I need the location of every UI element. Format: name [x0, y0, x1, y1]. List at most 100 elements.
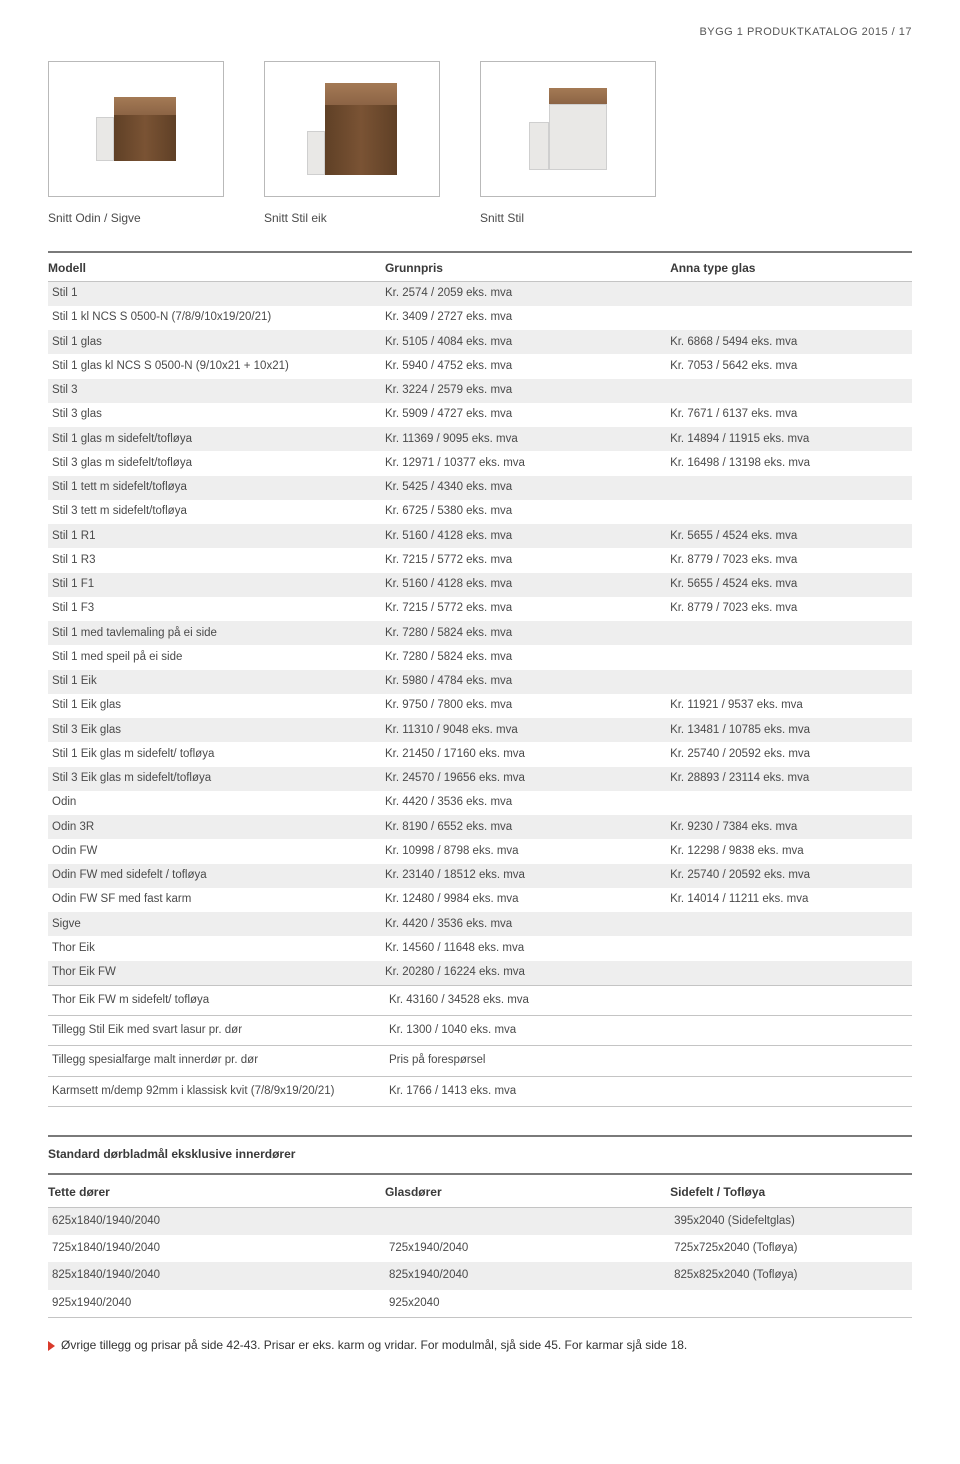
- cell-price: Kr. 2574 / 2059 eks. mva: [385, 281, 670, 306]
- th-model: Modell: [48, 252, 385, 282]
- cell-price: Kr. 5940 / 4752 eks. mva: [385, 354, 670, 378]
- table-row: Stil 1 F3Kr. 7215 / 5772 eks. mvaKr. 877…: [48, 597, 912, 621]
- cell-price: Kr. 23140 / 18512 eks. mva: [385, 864, 670, 888]
- std-th-b: Glasdører: [385, 1174, 670, 1208]
- cell-price: Kr. 1300 / 1040 eks. mva: [385, 1016, 670, 1046]
- cell-model: Tillegg spesialfarge malt innerdør pr. d…: [48, 1046, 385, 1076]
- cell-price: Kr. 20280 / 16224 eks. mva: [385, 961, 670, 986]
- cell-model: Stil 1 glas: [48, 330, 385, 354]
- cell-glas: Kr. 8779 / 7023 eks. mva: [670, 548, 912, 572]
- table-row: Stil 3 tett m sidefelt/tofløyaKr. 6725 /…: [48, 500, 912, 524]
- cell-price: Kr. 5980 / 4784 eks. mva: [385, 670, 670, 694]
- cell-glas: Kr. 25740 / 20592 eks. mva: [670, 864, 912, 888]
- standard-table: Standard dørbladmål eksklusive innerdøre…: [48, 1135, 912, 1318]
- cell-glas: Kr. 6868 / 5494 eks. mva: [670, 330, 912, 354]
- table-row: Stil 1 glas m sidefelt/tofløyaKr. 11369 …: [48, 427, 912, 451]
- cell-model: Stil 1 Eik: [48, 670, 385, 694]
- cell-model: Odin FW SF med fast karm: [48, 888, 385, 912]
- cell-c: 725x725x2040 (Tofløya): [670, 1235, 912, 1262]
- cell-glas: Kr. 11921 / 9537 eks. mva: [670, 694, 912, 718]
- cell-price: Kr. 9750 / 7800 eks. mva: [385, 694, 670, 718]
- cell-price: Kr. 5909 / 4727 eks. mva: [385, 403, 670, 427]
- cell-b: 725x1940/2040: [385, 1235, 670, 1262]
- table-row: 725x1840/1940/2040725x1940/2040725x725x2…: [48, 1235, 912, 1262]
- cell-glas: Kr. 28893 / 23114 eks. mva: [670, 767, 912, 791]
- cell-glas: Kr. 7053 / 5642 eks. mva: [670, 354, 912, 378]
- cell-price: Kr. 11369 / 9095 eks. mva: [385, 427, 670, 451]
- cell-glas: Kr. 8779 / 7023 eks. mva: [670, 597, 912, 621]
- cell-glas: [670, 500, 912, 524]
- table-row: Stil 1 glasKr. 5105 / 4084 eks. mvaKr. 6…: [48, 330, 912, 354]
- cell-model: Stil 1 R3: [48, 548, 385, 572]
- cell-glas: [670, 645, 912, 669]
- profile-stil-eik: [264, 61, 440, 197]
- profile-odin-sigve: [48, 61, 224, 197]
- cell-price: Kr. 21450 / 17160 eks. mva: [385, 742, 670, 766]
- profile-stil: [480, 61, 656, 197]
- cell-model: Odin FW: [48, 839, 385, 863]
- table-row: Stil 1 EikKr. 5980 / 4784 eks. mva: [48, 670, 912, 694]
- table-row: Tillegg Stil Eik med svart lasur pr. dør…: [48, 1016, 912, 1046]
- caption-odin-sigve: Snitt Odin / Sigve: [48, 209, 224, 227]
- table-row: SigveKr. 4420 / 3536 eks. mva: [48, 912, 912, 936]
- cell-model: Karmsett m/demp 92mm i klassisk kvit (7/…: [48, 1076, 385, 1106]
- cell-glas: [670, 985, 912, 1015]
- th-glas: Anna type glas: [670, 252, 912, 282]
- table-row: Stil 1 R1Kr. 5160 / 4128 eks. mvaKr. 565…: [48, 524, 912, 548]
- cell-model: Stil 1 R1: [48, 524, 385, 548]
- cell-glas: Kr. 14894 / 11915 eks. mva: [670, 427, 912, 451]
- table-row: Stil 1 med tavlemaling på ei sideKr. 728…: [48, 621, 912, 645]
- cell-a: 825x1840/1940/2040: [48, 1262, 385, 1289]
- table-row: Stil 1 glas kl NCS S 0500-N (9/10x21 + 1…: [48, 354, 912, 378]
- cell-price: Kr. 12480 / 9984 eks. mva: [385, 888, 670, 912]
- cell-glas: Kr. 9230 / 7384 eks. mva: [670, 815, 912, 839]
- cell-model: Sigve: [48, 912, 385, 936]
- table-row: Thor EikKr. 14560 / 11648 eks. mva: [48, 936, 912, 960]
- cell-a: 925x1940/2040: [48, 1290, 385, 1318]
- cell-b: 825x1940/2040: [385, 1262, 670, 1289]
- cell-glas: Kr. 13481 / 10785 eks. mva: [670, 718, 912, 742]
- cell-c: [670, 1290, 912, 1318]
- th-price: Grunnpris: [385, 252, 670, 282]
- cell-model: Odin: [48, 791, 385, 815]
- cell-model: Stil 1 glas m sidefelt/tofløya: [48, 427, 385, 451]
- std-th-a: Tette dører: [48, 1174, 385, 1208]
- cell-price: Kr. 3409 / 2727 eks. mva: [385, 306, 670, 330]
- table-row: Stil 1 kl NCS S 0500-N (7/8/9/10x19/20/2…: [48, 306, 912, 330]
- cell-price: Kr. 5160 / 4128 eks. mva: [385, 524, 670, 548]
- cell-price: Kr. 5160 / 4128 eks. mva: [385, 573, 670, 597]
- page-header: BYGG 1 PRODUKTKATALOG 2015 / 17: [48, 24, 912, 41]
- cell-a: 625x1840/1940/2040: [48, 1207, 385, 1235]
- cell-price: Kr. 11310 / 9048 eks. mva: [385, 718, 670, 742]
- cell-b: 925x2040: [385, 1290, 670, 1318]
- cell-price: Kr. 43160 / 34528 eks. mva: [385, 985, 670, 1015]
- cell-glas: Kr. 16498 / 13198 eks. mva: [670, 451, 912, 475]
- cell-model: Stil 1 Eik glas: [48, 694, 385, 718]
- table-row: 625x1840/1940/2040 395x2040 (Sidefeltglas…: [48, 1207, 912, 1235]
- cell-model: Stil 1 tett m sidefelt/tofløya: [48, 476, 385, 500]
- cell-model: Odin FW med sidefelt / tofløya: [48, 864, 385, 888]
- cell-price: Kr. 10998 / 8798 eks. mva: [385, 839, 670, 863]
- table-row: OdinKr. 4420 / 3536 eks. mva: [48, 791, 912, 815]
- table-row: Thor Eik FWKr. 20280 / 16224 eks. mva: [48, 961, 912, 986]
- cell-price: Kr. 1766 / 1413 eks. mva: [385, 1076, 670, 1106]
- table-row: Stil 1 R3Kr. 7215 / 5772 eks. mvaKr. 877…: [48, 548, 912, 572]
- profile-captions: Snitt Odin / Sigve Snitt Stil eik Snitt …: [48, 209, 912, 227]
- cell-model: Stil 1 med speil på ei side: [48, 645, 385, 669]
- table-row: Stil 1Kr. 2574 / 2059 eks. mva: [48, 281, 912, 306]
- std-title: Standard dørbladmål eksklusive innerdøre…: [48, 1136, 912, 1174]
- cell-glas: [670, 791, 912, 815]
- cell-glas: Kr. 5655 / 4524 eks. mva: [670, 524, 912, 548]
- cell-a: 725x1840/1940/2040: [48, 1235, 385, 1262]
- table-row: Odin 3RKr. 8190 / 6552 eks. mvaKr. 9230 …: [48, 815, 912, 839]
- cell-model: Odin 3R: [48, 815, 385, 839]
- table-row: Stil 1 F1Kr. 5160 / 4128 eks. mvaKr. 565…: [48, 573, 912, 597]
- cell-model: Thor Eik FW m sidefelt/ tofløya: [48, 985, 385, 1015]
- cell-model: Tillegg Stil Eik med svart lasur pr. dør: [48, 1016, 385, 1046]
- cell-c: 395x2040 (Sidefeltglas): [670, 1207, 912, 1235]
- cell-price: Kr. 7280 / 5824 eks. mva: [385, 621, 670, 645]
- cell-price: Kr. 14560 / 11648 eks. mva: [385, 936, 670, 960]
- arrow-icon: [48, 1341, 55, 1351]
- std-th-c: Sidefelt / Tofløya: [670, 1174, 912, 1208]
- cell-price: Kr. 6725 / 5380 eks. mva: [385, 500, 670, 524]
